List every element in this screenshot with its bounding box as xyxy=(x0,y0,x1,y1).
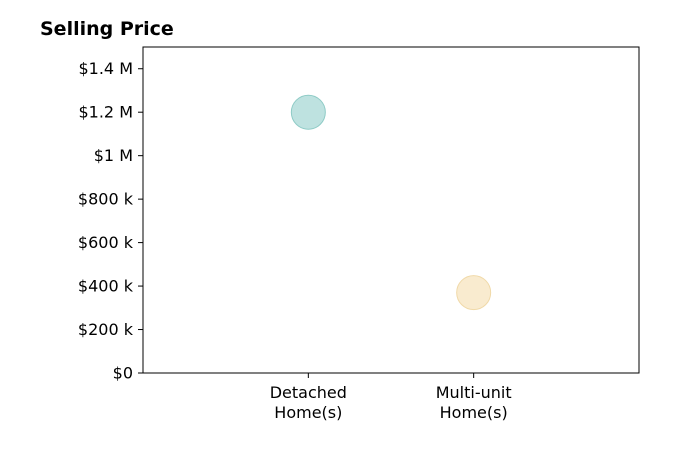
y-tick-label: $600 k xyxy=(78,233,134,252)
y-tick-label: $800 k xyxy=(78,190,134,209)
chart-title: Selling Price xyxy=(40,18,174,40)
x-tick-label: Home(s) xyxy=(274,403,342,422)
x-tick-label: Detached xyxy=(270,383,347,402)
plot-frame xyxy=(142,46,640,374)
data-point-multi-unit xyxy=(456,275,492,311)
y-tick-label: $400 k xyxy=(78,277,134,296)
x-tick-label: Home(s) xyxy=(440,403,508,422)
y-tick-label: $1.4 M xyxy=(78,59,133,78)
y-tick-label: $0 xyxy=(113,364,133,383)
y-tick-label: $1 M xyxy=(94,146,133,165)
plot-area: $0 $200 k $400 k $600 k $800 k $1 M $1.2 M $1.4… xyxy=(78,46,640,422)
y-tick-label: $200 k xyxy=(78,320,134,339)
y-tick-label: $1.2 M xyxy=(78,103,133,122)
data-point-detached xyxy=(290,94,326,130)
x-tick-label: Multi-unit xyxy=(436,383,512,402)
